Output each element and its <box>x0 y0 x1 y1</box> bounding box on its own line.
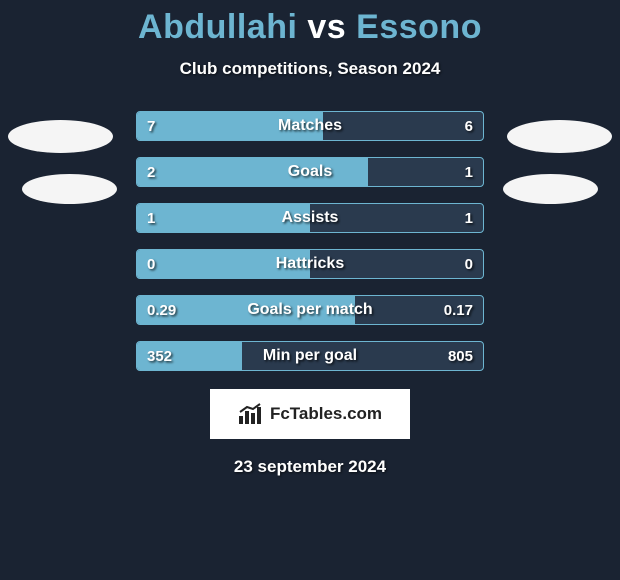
season-subtitle: Club competitions, Season 2024 <box>0 59 620 79</box>
vs-separator: vs <box>307 8 346 46</box>
comparison-title: Abdullahi vs Essono <box>0 8 620 47</box>
stat-value-right: 1 <box>455 158 483 186</box>
stat-value-right: 6 <box>455 112 483 140</box>
brand-badge: FcTables.com <box>210 389 410 439</box>
stat-row: 352 Min per goal 805 <box>136 341 484 371</box>
country-badge-left-top <box>8 120 113 153</box>
stat-value-right: 805 <box>438 342 483 370</box>
stat-value-right: 0 <box>455 250 483 278</box>
stat-bar-left <box>137 342 242 370</box>
stat-bar-left <box>137 158 368 186</box>
player1-name: Abdullahi <box>138 8 297 46</box>
stats-list: 7 Matches 6 2 Goals 1 1 Assists 1 0 Hatt… <box>136 111 484 371</box>
stat-row: 1 Assists 1 <box>136 203 484 233</box>
comparison-card: Abdullahi vs Essono Club competitions, S… <box>0 0 620 580</box>
stat-row: 7 Matches 6 <box>136 111 484 141</box>
chart-icon <box>238 403 264 425</box>
stat-bar-left <box>137 204 310 232</box>
stat-bar-left <box>137 112 323 140</box>
stat-row: 0.29 Goals per match 0.17 <box>136 295 484 325</box>
stat-value-right: 0.17 <box>434 296 483 324</box>
player2-name: Essono <box>356 8 482 46</box>
country-badge-right-bottom <box>503 174 598 204</box>
stat-bar-left <box>137 250 310 278</box>
date-label: 23 september 2024 <box>0 457 620 477</box>
stat-row: 0 Hattricks 0 <box>136 249 484 279</box>
country-badge-right-top <box>507 120 612 153</box>
country-badge-left-bottom <box>22 174 117 204</box>
stat-value-right: 1 <box>455 204 483 232</box>
brand-text: FcTables.com <box>270 404 382 424</box>
stat-bar-left <box>137 296 355 324</box>
stat-row: 2 Goals 1 <box>136 157 484 187</box>
